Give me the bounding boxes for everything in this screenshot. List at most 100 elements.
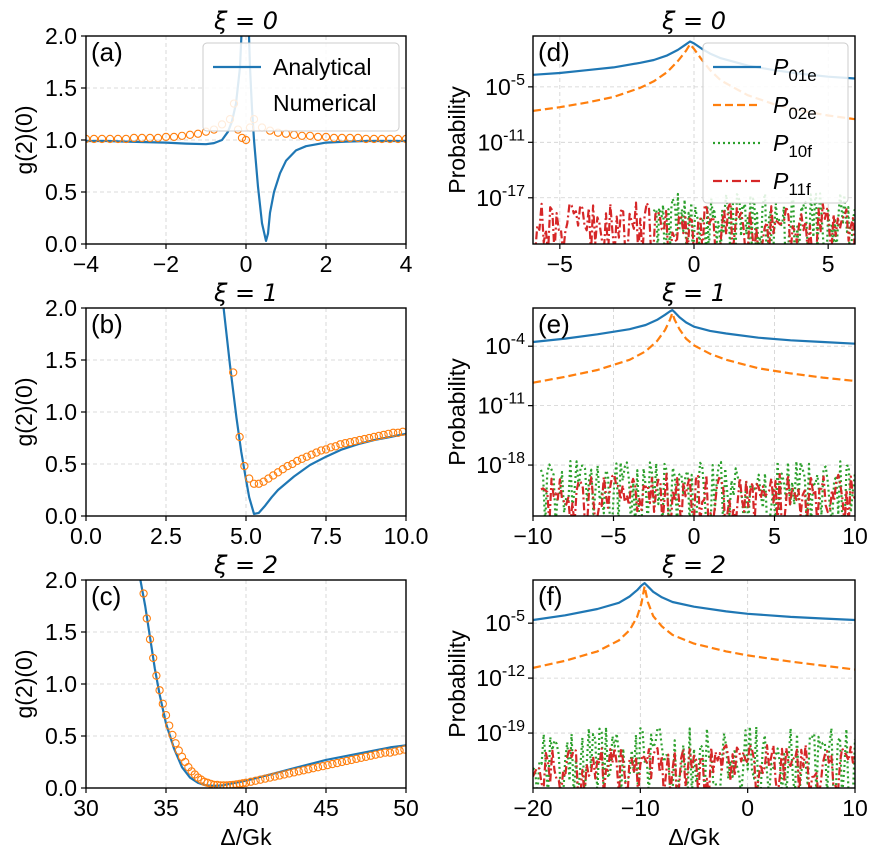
series-Numerical-point xyxy=(171,739,180,748)
series-Numerical-point xyxy=(347,755,356,765)
y-tick-exponent: -5 xyxy=(511,72,525,89)
series-Numerical-point xyxy=(352,754,361,764)
x-tick-label: 10.0 xyxy=(384,523,429,549)
series-Numerical-point xyxy=(333,758,342,768)
x-tick-label: 5 xyxy=(822,251,835,277)
series-Numerical-point xyxy=(390,747,399,756)
x-tick-label: 35 xyxy=(153,795,179,821)
panel-title: ξ = 2 xyxy=(213,551,278,579)
y-tick-exponent: -12 xyxy=(502,663,525,680)
x-tick-label: 0 xyxy=(741,795,754,821)
legend-label-sub: 01e xyxy=(788,66,816,85)
y-tick-label: 0.5 xyxy=(45,451,77,477)
series-Numerical-point xyxy=(313,763,323,772)
series-Numerical-point xyxy=(369,432,379,442)
legend-label-P11f: P11f xyxy=(773,168,811,199)
series-Numerical-point xyxy=(261,774,270,783)
series-Numerical-point xyxy=(376,749,385,758)
y-tick-label: 2.0 xyxy=(45,567,77,593)
series-Numerical-point xyxy=(400,745,406,754)
panel-title: ξ = 0 xyxy=(213,7,278,35)
series-Numerical-point xyxy=(216,781,225,788)
legend-label-P01e: P01e xyxy=(773,54,817,85)
y-tick-mantissa: 10 xyxy=(477,393,503,419)
y-axis-label: Probability xyxy=(444,358,470,466)
series-Numerical-point xyxy=(321,132,331,142)
series-Numerical-point xyxy=(321,445,331,454)
y-tick-label: 1.0 xyxy=(45,399,77,425)
legend-label-sub: 02e xyxy=(788,104,816,123)
legend: P01e P 02e P10f P11f xyxy=(702,42,849,204)
panel-label: (e) xyxy=(538,309,570,339)
y-tick-mantissa: 10 xyxy=(477,129,503,155)
series-Numerical-point xyxy=(245,474,254,483)
legend-label-sub: 11f xyxy=(788,180,811,199)
series-Numerical-point xyxy=(385,134,395,144)
series-Numerical-point xyxy=(299,766,308,775)
series-Numerical-point xyxy=(241,135,251,145)
legend-label-base: P xyxy=(773,168,789,194)
panel-title: ξ = 2 xyxy=(661,551,726,579)
legend-label-Analytical: Analytical xyxy=(273,54,371,80)
x-tick-label: 50 xyxy=(393,795,419,821)
y-tick-label: 10-19 xyxy=(476,718,525,746)
x-tick-label: 40 xyxy=(233,795,259,821)
y-tick-exponent: -17 xyxy=(502,183,525,200)
series-Numerical-point xyxy=(389,428,398,437)
series-P10f-line xyxy=(539,460,855,516)
y-tick-label: 0.5 xyxy=(45,179,77,205)
x-tick-label: 30 xyxy=(73,795,99,821)
series-Numerical-point xyxy=(246,777,255,786)
series-Numerical-point xyxy=(105,134,115,144)
series-Numerical-point xyxy=(149,653,158,663)
x-axis-label: Δ/Gk xyxy=(668,824,720,850)
series-Numerical-point xyxy=(139,589,148,598)
series-Numerical-point xyxy=(113,134,123,144)
series-Numerical-point xyxy=(121,134,131,144)
series-Numerical-point xyxy=(256,775,265,784)
series-Numerical-point xyxy=(331,442,340,451)
series-Numerical-point xyxy=(219,781,228,788)
series-Numerical-point xyxy=(229,780,238,788)
series-Numerical-point xyxy=(377,134,387,144)
series-Numerical-point xyxy=(283,461,292,471)
series-Numerical-point xyxy=(385,748,395,757)
series-Numerical-point xyxy=(229,368,238,377)
panel-label: (d) xyxy=(538,37,570,67)
series-Numerical-point xyxy=(161,132,171,142)
series-Numerical-point xyxy=(185,130,195,139)
legend-label-P10f: P10f xyxy=(773,130,812,161)
y-tick-exponent: -19 xyxy=(502,718,525,735)
series-Numerical-point xyxy=(337,133,347,143)
y-tick-mantissa: 10 xyxy=(476,665,502,691)
series-P01e-line xyxy=(533,309,855,345)
series-Numerical-point xyxy=(165,721,174,730)
plot-area xyxy=(139,580,406,788)
series-Numerical-point xyxy=(337,757,347,767)
x-tick-label: −2 xyxy=(153,251,179,277)
panel-a: −4 −2 0 2 4 0.0 0.5 1.0 1.5 2.0 ξ = 0 (a) g(2)(0) Ana… xyxy=(11,7,413,277)
series-P11f-line xyxy=(533,743,855,788)
y-axis-label: Probability xyxy=(444,86,470,194)
x-tick-label: −4 xyxy=(73,251,99,277)
y-tick-label: 10-18 xyxy=(476,450,525,478)
y-tick-exponent: -4 xyxy=(511,331,525,348)
x-tick-label: −5 xyxy=(600,523,626,549)
series-P02e-line xyxy=(533,312,855,384)
series-Numerical-point xyxy=(398,427,406,436)
series-Numerical-point xyxy=(275,771,284,780)
x-tick-label: −10 xyxy=(621,795,660,821)
series-Numerical-point xyxy=(369,134,379,144)
panel-title: ξ = 0 xyxy=(661,7,726,35)
y-tick-label: 1.0 xyxy=(45,127,77,153)
y-tick-label: 2.0 xyxy=(45,295,77,321)
series-Numerical-point xyxy=(137,133,147,143)
y-tick-mantissa: 10 xyxy=(485,610,511,636)
y-tick-exponent: -11 xyxy=(503,127,525,144)
x-tick-label: 7.5 xyxy=(310,523,342,549)
series-Numerical-point xyxy=(158,699,167,708)
plot-area xyxy=(533,582,855,788)
